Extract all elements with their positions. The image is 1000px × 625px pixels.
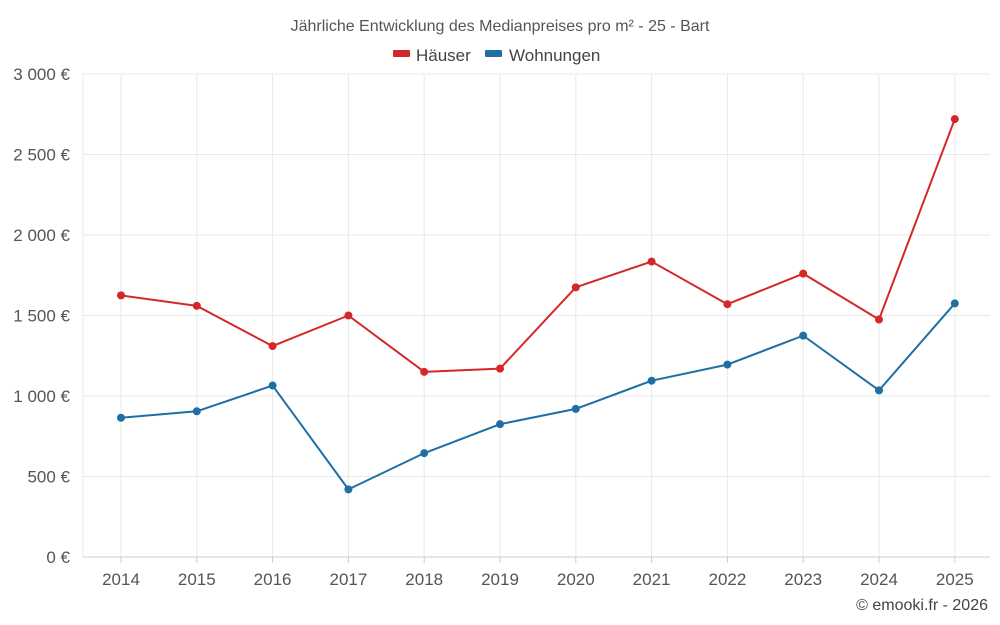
x-tick-label: 2015 (178, 570, 216, 589)
x-tick-label: 2024 (860, 570, 898, 589)
data-point-haeuser[interactable] (344, 311, 353, 320)
y-tick-label: 500 € (27, 468, 70, 487)
x-tick-label: 2016 (254, 570, 292, 589)
x-tick-label: 2017 (329, 570, 367, 589)
series-line-wohnungen (120, 302, 956, 491)
legend-label-haeuser: Häuser (416, 46, 471, 65)
x-tick-label: 2020 (557, 570, 595, 589)
legend: Häuser Wohnungen (393, 46, 600, 65)
x-tick-label: 2019 (481, 570, 519, 589)
data-point-wohnungen[interactable] (344, 485, 353, 494)
data-point-haeuser[interactable] (117, 291, 125, 300)
credit-text: © emooki.fr - 2026 (856, 597, 988, 614)
data-point-haeuser[interactable] (268, 342, 277, 351)
series-line-haeuser (120, 118, 956, 373)
data-point-haeuser[interactable] (950, 115, 959, 124)
x-tick-label: 2023 (784, 570, 822, 589)
y-tick-label: 3 000 € (13, 65, 70, 84)
series (117, 115, 959, 494)
data-point-wohnungen[interactable] (799, 331, 808, 340)
legend-swatch-wohnungen (485, 50, 502, 57)
data-point-wohnungen[interactable] (268, 381, 277, 390)
axes: 0 € 500 € 1 000 € 1 500 € 2 000 € 2 500 € 3 00… (13, 65, 990, 589)
data-point-wohnungen[interactable] (647, 376, 656, 385)
data-point-haeuser[interactable] (420, 367, 429, 376)
data-point-wohnungen[interactable] (192, 407, 201, 416)
y-tick-label: 2 500 € (13, 146, 70, 165)
data-point-wohnungen[interactable] (723, 360, 732, 369)
legend-label-wohnungen: Wohnungen (509, 46, 600, 65)
x-tick-label: 2022 (708, 570, 746, 589)
chart-title: Jährliche Entwicklung des Medianpreises … (291, 18, 710, 35)
y-tick-label: 1 000 € (13, 387, 70, 406)
data-point-wohnungen[interactable] (571, 404, 580, 413)
x-tick-label: 2025 (936, 570, 974, 589)
data-point-wohnungen[interactable] (875, 386, 883, 395)
y-tick-label: 0 € (46, 548, 70, 567)
data-point-haeuser[interactable] (799, 269, 808, 278)
legend-swatch-haeuser (393, 50, 410, 57)
data-point-wohnungen[interactable] (420, 449, 429, 458)
x-tick-label: 2021 (633, 570, 671, 589)
data-point-haeuser[interactable] (571, 283, 580, 292)
y-tick-label: 2 000 € (13, 226, 70, 245)
data-point-haeuser[interactable] (192, 301, 201, 310)
grid (83, 73, 990, 557)
data-point-wohnungen[interactable] (950, 299, 959, 308)
data-point-haeuser[interactable] (647, 257, 656, 266)
data-point-haeuser[interactable] (723, 300, 732, 309)
data-point-haeuser[interactable] (875, 315, 883, 324)
x-tick-label: 2014 (102, 570, 140, 589)
x-tick-label: 2018 (405, 570, 443, 589)
data-point-wohnungen[interactable] (117, 413, 125, 422)
data-point-haeuser[interactable] (496, 364, 504, 373)
data-point-wohnungen[interactable] (496, 420, 504, 429)
y-tick-label: 1 500 € (13, 307, 70, 326)
